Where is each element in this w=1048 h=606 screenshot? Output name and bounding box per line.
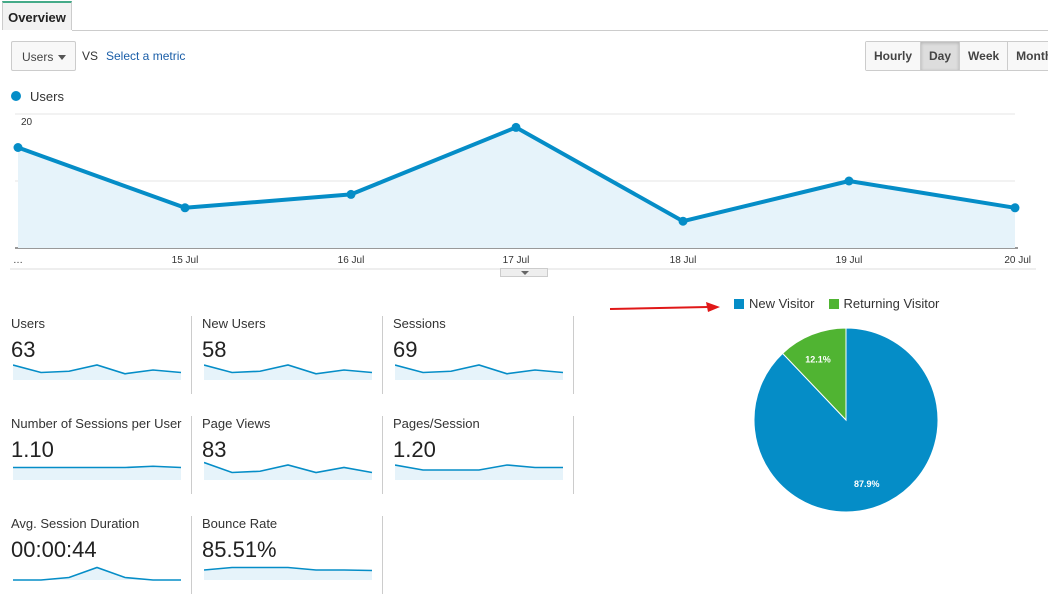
tile-separator [191,316,192,394]
metric-tile[interactable]: Avg. Session Duration 00:00:44 [11,516,191,606]
metric-label: Pages/Session [393,416,480,431]
metric-sparkline [204,566,373,580]
metric-tile[interactable]: Bounce Rate 85.51% [202,516,382,606]
x-tick-label: 20 Jul [1004,255,1031,266]
visitor-pie-chart: 87.9% 12.1% [753,327,939,513]
select-metric-link[interactable]: Select a metric [106,49,186,63]
metric-value: 83 [202,437,227,462]
pie-slice-returning-visitor[interactable] [781,327,847,422]
metric-select-label: Users [22,50,54,64]
metric-value: 1.10 [11,437,54,462]
sparkline-line [204,461,373,474]
data-point[interactable] [180,203,190,213]
sparkline-line [13,364,182,375]
metric-label: New Users [202,316,266,331]
tile-separator [191,416,192,494]
sparkline-fill [13,466,181,480]
sparkline-line [395,464,563,471]
data-point[interactable] [511,122,521,132]
sparkline-fill [395,365,563,380]
metric-value: 69 [393,337,418,362]
date-granularity-group: Hourly Day Week Month [865,41,1048,71]
sparkline-line [204,364,373,375]
metric-value: 58 [202,337,227,362]
chevron-down-icon [521,271,529,275]
metric-tile[interactable]: New Users 58 [202,316,382,406]
metric-label: Number of Sessions per User [11,416,182,431]
sparkline-fill [204,365,372,380]
metric-label: Page Views [202,416,271,431]
metric-tile[interactable]: Sessions 69 [393,316,573,406]
metric-sparkline [13,566,181,581]
metric-select-dropdown[interactable]: Users [11,41,76,71]
vs-label: VS [82,49,99,63]
pie-legend: New Visitor Returning Visitor [734,296,939,311]
sparkline-fill [13,567,181,580]
x-tick-label: 19 Jul [836,255,863,266]
metric-tile[interactable]: Page Views 83 [202,416,382,506]
chart-collapse-handle[interactable] [500,268,548,277]
metric-sparkline [13,465,182,480]
sparkline-fill [13,365,181,380]
tile-separator [573,416,574,494]
tile-separator [382,316,383,394]
chevron-down-icon [58,55,66,60]
legend-returning-visitor[interactable]: Returning Visitor [843,296,940,311]
sparkline-fill [395,465,563,480]
tile-separator [191,516,192,594]
metric-sparkline [395,364,564,380]
sparkline-line [13,465,182,469]
metric-sparkline [204,364,373,380]
tab-overview[interactable]: Overview [2,1,72,30]
metric-value: 00:00:44 [11,537,97,562]
sparkline-line [395,364,564,375]
x-tick-label: 17 Jul [503,255,530,266]
new-visitor-swatch [734,298,744,309]
metric-sparkline [13,364,182,380]
data-point[interactable] [346,189,356,199]
data-point[interactable] [844,176,854,186]
sparkline-fill [204,462,372,480]
data-point[interactable] [1010,203,1020,213]
metric-tile[interactable]: Number of Sessions per User 1.10 [11,416,191,506]
red-arrow-annotation [609,302,720,312]
users-legend-label: Users [30,89,64,104]
returning-visitor-swatch [828,298,839,309]
day-button[interactable]: Day [921,42,961,70]
data-point[interactable] [678,216,688,226]
month-button[interactable]: Month [1008,42,1048,70]
week-button[interactable]: Week [960,42,1009,70]
pie-slice-label: 12.1% [805,354,831,364]
tile-separator [382,516,383,594]
metric-label: Avg. Session Duration [11,516,140,531]
tile-separator [382,416,383,494]
metric-sparkline [395,464,563,480]
data-point[interactable] [13,143,23,152]
metric-label: Users [11,316,45,331]
tile-separator [573,316,574,394]
sparkline-line [204,566,373,572]
metric-tile[interactable]: Users 63 [11,316,191,406]
hourly-button[interactable]: Hourly [866,42,922,70]
x-tick-label: 18 Jul [670,255,697,266]
legend-new-visitor[interactable]: New Visitor [749,296,815,311]
metric-label: Sessions [393,316,446,331]
y-tick-label: 20 [21,117,33,128]
metric-label: Bounce Rate [202,516,278,531]
metric-value: 85.51% [202,537,277,562]
x-tick-label: 15 Jul [172,255,199,266]
x-tick-label: … [13,255,23,266]
metric-value: 1.20 [393,437,436,462]
pie-slice-label: 87.9% [854,479,880,489]
metric-tile[interactable]: Pages/Session 1.20 [393,416,573,506]
tab-divider [72,30,1048,31]
users-legend-dot [11,91,21,101]
metric-value: 63 [11,337,36,362]
users-area-fill [18,127,1015,248]
metric-sparkline [204,461,373,480]
x-tick-label: 16 Jul [338,255,365,266]
